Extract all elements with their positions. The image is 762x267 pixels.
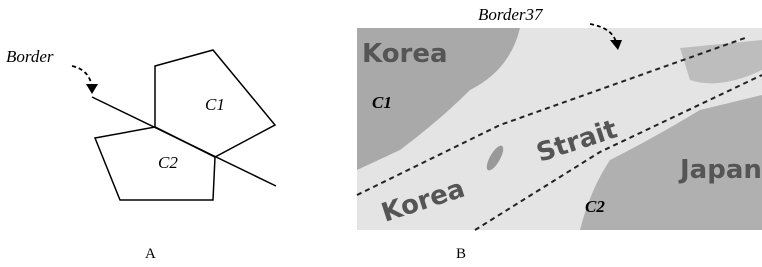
map-label: Japan	[678, 155, 762, 185]
caption: B	[456, 246, 466, 262]
caption: A	[145, 246, 156, 262]
map-label: Korea	[362, 39, 448, 69]
border-label: Border	[6, 47, 54, 66]
border-label: Border37	[478, 5, 544, 24]
cell-label: C2	[158, 153, 178, 172]
cell-label: C1	[205, 95, 225, 114]
arrow-head	[86, 84, 98, 94]
cell-label: C1	[372, 93, 392, 112]
cell-label: C2	[585, 197, 605, 216]
figure: Border C1 C2 A Korea Korea Strait Japan …	[0, 0, 762, 267]
cell-c2	[95, 127, 215, 200]
